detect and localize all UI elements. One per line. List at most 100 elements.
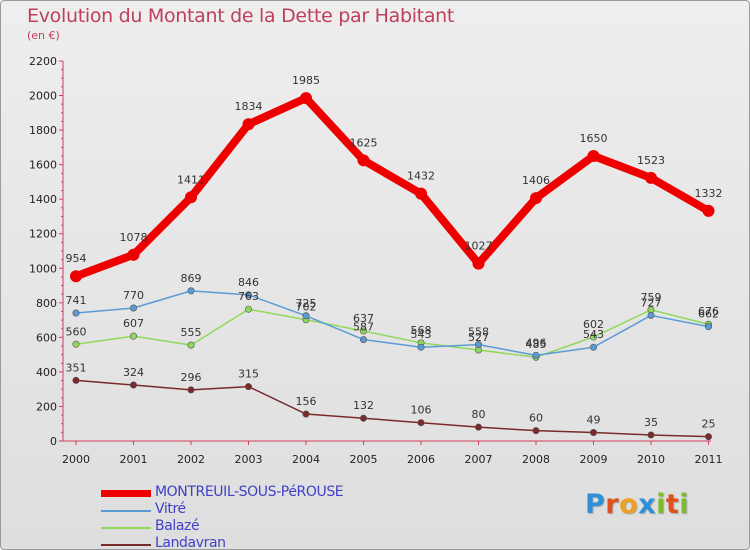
data-point-vitre: [245, 291, 253, 299]
data-label-montreuil: 1985: [292, 74, 320, 87]
chart-subtitle: (en €): [27, 29, 60, 42]
data-label-vitre: 725: [296, 297, 317, 310]
data-point-vitre: [647, 311, 655, 319]
y-tick-label: 1400: [29, 193, 57, 206]
data-label-landavran: 156: [296, 395, 317, 408]
data-label-montreuil: 1625: [350, 136, 378, 149]
data-label-vitre: 543: [583, 328, 604, 341]
logo-letter: i: [656, 489, 666, 520]
data-label-landavran: 80: [472, 408, 486, 421]
legend-label-balaze: Balazé: [155, 518, 200, 534]
data-label-montreuil: 1078: [120, 231, 148, 244]
data-point-vitre: [72, 309, 80, 317]
data-label-landavran: 60: [529, 412, 543, 425]
data-label-montreuil: 1406: [522, 174, 550, 187]
data-label-balaze: 702: [296, 301, 317, 314]
data-label-montreuil: 1411: [177, 173, 205, 186]
data-label-vitre: 741: [66, 294, 87, 307]
data-label-montreuil: 1523: [637, 154, 665, 167]
data-point-landavran: [130, 381, 138, 389]
x-tick-label: 2006: [407, 453, 435, 466]
data-point-landavran: [704, 433, 712, 441]
data-point-balaze: [72, 340, 80, 348]
data-label-balaze: 763: [238, 290, 259, 303]
data-point-landavran: [187, 386, 195, 394]
data-point-landavran: [474, 423, 482, 431]
series-line-montreuil: [72, 94, 713, 281]
series-line-vitre: [75, 290, 710, 357]
data-label-vitre: 587: [353, 321, 374, 334]
data-point-montreuil: [472, 257, 485, 270]
x-tick-label: 2008: [522, 453, 550, 466]
x-tick-label: 2001: [120, 453, 148, 466]
legend-swatch-balaze: [101, 527, 151, 529]
x-tick-label: 2002: [177, 453, 205, 466]
series-line-balaze: [75, 308, 710, 358]
data-point-landavran: [647, 431, 655, 439]
data-label-balaze: 602: [583, 318, 604, 331]
data-point-montreuil: [587, 150, 600, 162]
data-label-balaze: 637: [353, 312, 374, 325]
data-label-landavran: 315: [238, 368, 259, 381]
data-point-balaze: [359, 327, 367, 335]
x-tick-label: 2005: [350, 453, 378, 466]
data-point-montreuil: [645, 171, 657, 184]
data-point-landavran: [417, 419, 425, 427]
x-tick-label: 2000: [62, 453, 90, 466]
data-point-vitre: [532, 351, 540, 359]
x-tick-label: 2004: [292, 453, 320, 466]
data-label-balaze: 527: [468, 331, 489, 344]
logo-letter: o: [619, 489, 639, 520]
x-tick-label: 2010: [637, 453, 665, 466]
legend-swatch-vitre: [101, 510, 151, 512]
data-point-landavran: [302, 410, 310, 418]
y-tick-label: 800: [36, 297, 57, 310]
data-label-landavran: 132: [353, 399, 374, 412]
x-tick-label: 2009: [580, 453, 608, 466]
data-label-landavran: 351: [66, 361, 87, 374]
data-label-balaze: 560: [66, 325, 87, 338]
data-point-landavran: [532, 427, 540, 435]
legend-label-montreuil: MONTREUIL-SOUS-PéROUSE: [155, 484, 344, 500]
data-label-landavran: 25: [702, 418, 716, 431]
data-label-montreuil: 1650: [580, 132, 608, 145]
data-label-vitre: 558: [468, 326, 489, 339]
y-tick-label: 1800: [29, 124, 57, 137]
data-point-montreuil: [357, 154, 370, 167]
data-label-montreuil: 954: [66, 252, 87, 265]
legend-swatch-landavran: [101, 544, 151, 546]
data-point-vitre: [704, 323, 712, 331]
data-point-montreuil: [185, 191, 197, 204]
data-point-landavran: [72, 376, 80, 384]
data-label-landavran: 324: [123, 366, 144, 379]
legend-label-landavran: Landavran: [155, 535, 226, 550]
data-point-montreuil: [415, 187, 427, 200]
series-line-landavran: [75, 379, 710, 438]
data-label-landavran: 106: [411, 404, 432, 417]
chart-title: Evolution du Montant de la Dette par Hab…: [27, 5, 455, 27]
y-tick-label: 1600: [29, 159, 57, 172]
legend-swatch-montreuil: [101, 490, 151, 497]
y-tick-label: 0: [50, 435, 57, 448]
y-tick-label: 2000: [29, 90, 57, 103]
data-point-vitre: [589, 343, 597, 351]
data-label-balaze: 759: [641, 291, 662, 304]
y-tick-label: 200: [36, 400, 57, 413]
data-point-vitre: [474, 341, 482, 349]
proxiti-logo: Proxiti: [585, 489, 689, 520]
data-label-landavran: 35: [644, 416, 658, 429]
data-point-balaze: [589, 333, 597, 341]
data-point-landavran: [359, 414, 367, 422]
data-label-vitre: 662: [698, 308, 719, 321]
data-point-vitre: [417, 343, 425, 351]
data-label-balaze: 607: [123, 317, 144, 330]
x-tick-label: 2003: [235, 453, 263, 466]
data-point-balaze: [187, 341, 195, 349]
y-tick-label: 600: [36, 331, 57, 344]
y-tick-label: 1200: [29, 228, 57, 241]
x-tick-label: 2007: [465, 453, 493, 466]
data-point-landavran: [589, 429, 597, 437]
logo-letter: r: [605, 489, 620, 520]
x-tick-label: 2011: [695, 453, 723, 466]
